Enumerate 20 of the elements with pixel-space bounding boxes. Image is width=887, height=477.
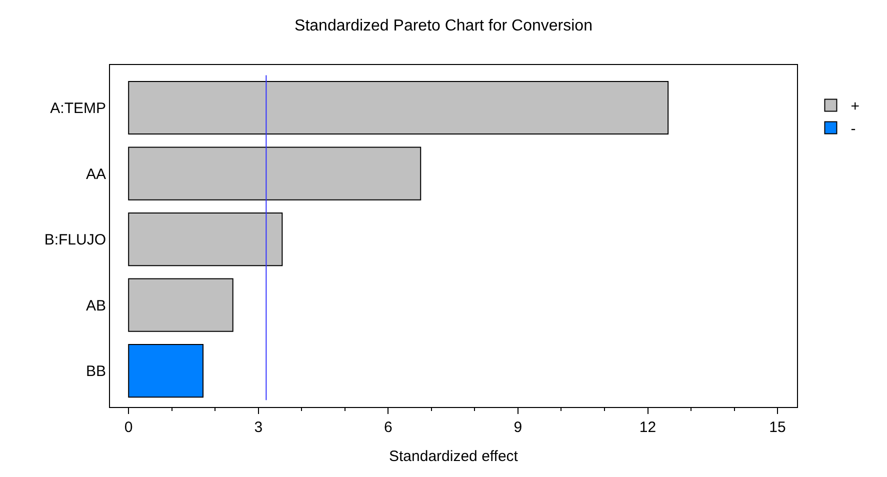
x-axis-title: Standardized effect (389, 448, 519, 465)
chart-title: Standardized Pareto Chart for Conversion (294, 17, 592, 34)
x-tick-label: 0 (124, 419, 133, 436)
y-tick-label: A:TEMP (50, 100, 106, 117)
x-tick-label: 12 (639, 419, 656, 436)
bar (128, 344, 204, 398)
bar (128, 80, 669, 135)
legend-label: - (850, 120, 856, 138)
y-tick-label: AA (86, 166, 106, 183)
legend-label: + (850, 98, 860, 116)
x-tick-label: 9 (514, 419, 522, 436)
x-tick-label: 6 (384, 419, 392, 436)
x-tick-label: 15 (769, 419, 786, 436)
y-tick-label: AB (86, 297, 106, 314)
bar (128, 146, 422, 200)
x-tick-label: 3 (254, 419, 263, 436)
bar (128, 278, 234, 332)
bar (128, 212, 283, 266)
y-tick-label: BB (86, 363, 106, 380)
y-tick-label: B:FLUJO (44, 232, 106, 249)
